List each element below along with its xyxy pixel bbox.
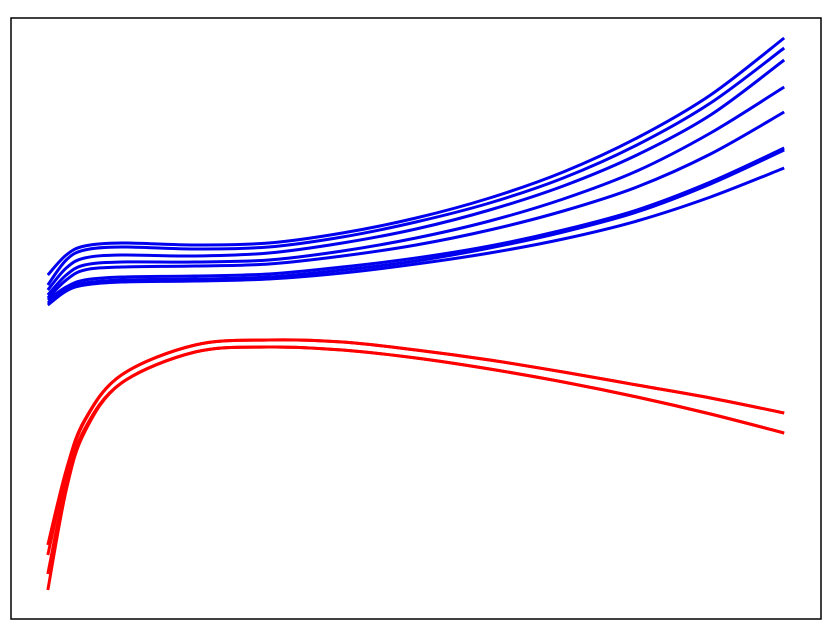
data-line bbox=[46, 58, 786, 291]
data-line bbox=[46, 110, 785, 300]
data-line bbox=[46, 148, 785, 305]
plot-frame bbox=[10, 17, 822, 620]
data-line bbox=[46, 166, 785, 307]
data-line bbox=[46, 46, 786, 286]
data-line bbox=[46, 85, 785, 297]
data-line bbox=[46, 338, 785, 556]
data-line bbox=[46, 36, 786, 277]
data-line bbox=[46, 146, 785, 302]
data-line bbox=[46, 345, 785, 591]
